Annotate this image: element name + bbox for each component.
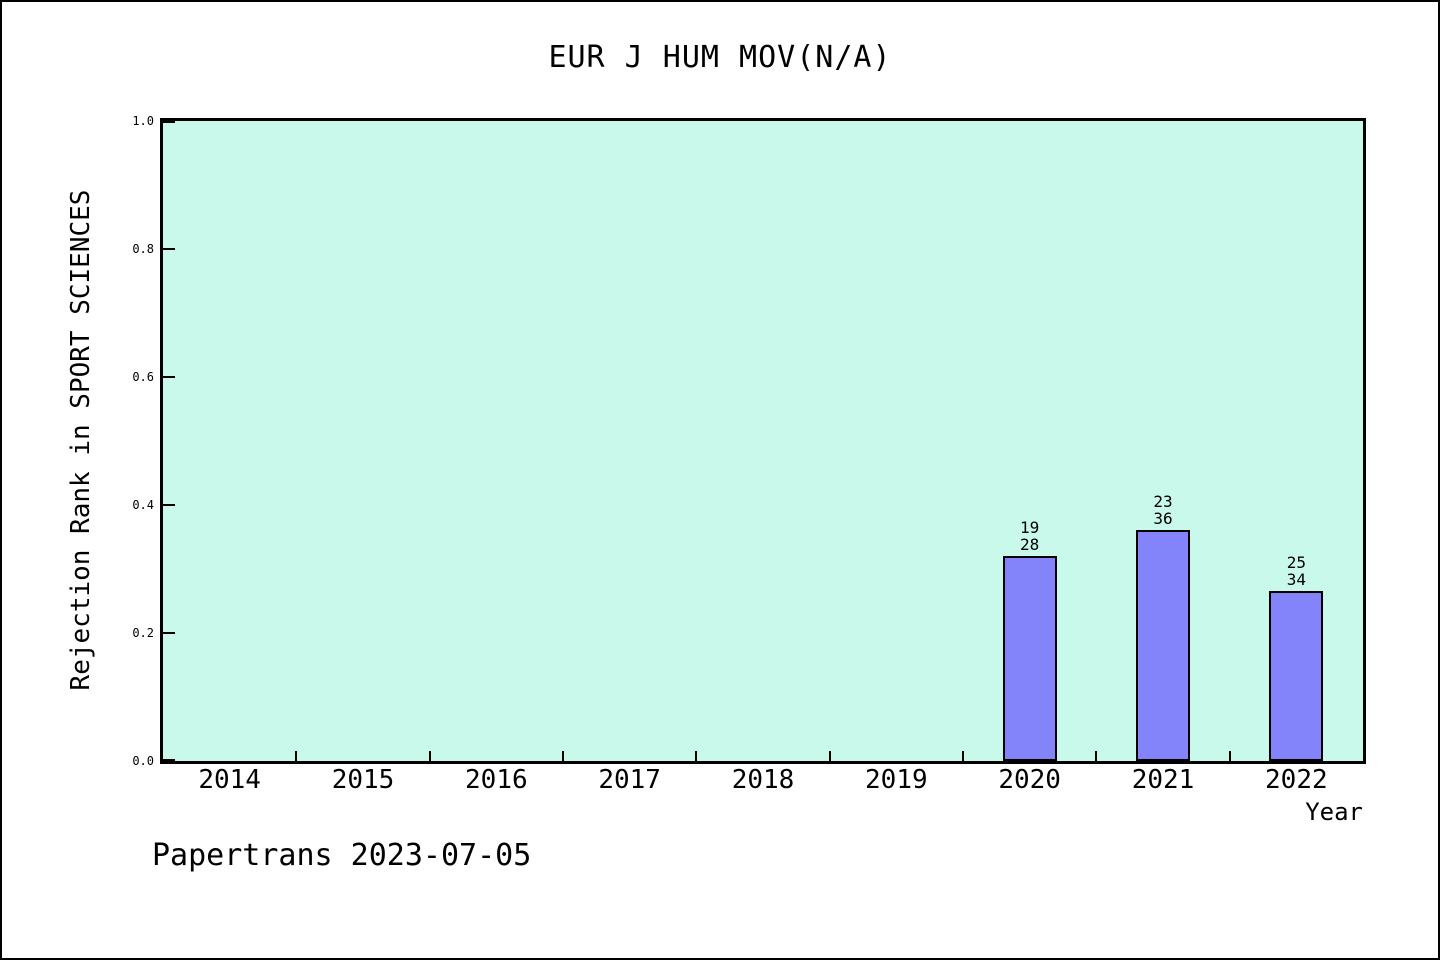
bar-value-label: 23 36 [1118,493,1208,527]
x-tick-mark [1228,751,1231,761]
x-tick-mark [428,751,431,761]
x-tick-label: 2022 [1265,765,1328,795]
bar-value-denominator: 36 [1153,509,1173,528]
x-tick-label: 2017 [598,765,661,795]
x-tick-mark [562,751,564,761]
x-tick-mark [1095,751,1098,761]
chart-title: EUR J HUM MOV(N/A) [548,40,892,75]
y-tick-label: 0.2 [132,626,154,640]
x-tick-label: 2016 [465,765,528,795]
y-tick-mark [163,248,175,250]
y-tick-label: 0.0 [132,754,154,768]
x-tick-label: 2014 [198,765,261,795]
x-tick-mark [962,751,964,761]
y-axis-label: Rejection Rank in SPORT SCIENCES [66,189,96,691]
bar-value-numerator: 19 [1020,518,1040,537]
y-tick-mark [163,632,175,634]
bar-2022 [1269,591,1324,761]
x-tick-label: 2019 [865,765,928,795]
x-tick-label: 2021 [1131,765,1195,795]
bar-2021 [1136,530,1190,761]
watermark-text: Papertrans 2023-07-05 [152,838,532,873]
y-tick-mark [163,759,175,761]
y-tick-mark [163,504,175,506]
y-tick-mark [163,376,175,378]
y-tick-label: 1.0 [132,114,154,128]
plot-area: 19 28 23 36 25 34 [160,118,1366,764]
x-tick-label: 2020 [998,765,1061,795]
bar-value-denominator: 34 [1286,570,1306,589]
y-tick-label: 0.8 [132,242,154,256]
x-tick-mark [828,751,831,761]
y-tick-mark [163,121,175,123]
y-tick-label: 0.4 [132,498,154,512]
bar-value-numerator: 25 [1286,553,1306,572]
bar-2020 [1002,556,1057,761]
bar-value-label: 19 28 [985,519,1075,553]
x-tick-label: 2018 [731,765,795,795]
bar-value-denominator: 28 [1020,535,1040,554]
x-tick-label: 2015 [331,765,395,795]
x-axis-label: Year [1305,798,1363,826]
y-tick-label: 0.6 [132,370,154,384]
bar-value-label: 25 34 [1251,554,1341,588]
x-tick-mark [295,751,298,761]
bar-value-numerator: 23 [1153,492,1173,511]
x-tick-mark [695,751,698,761]
